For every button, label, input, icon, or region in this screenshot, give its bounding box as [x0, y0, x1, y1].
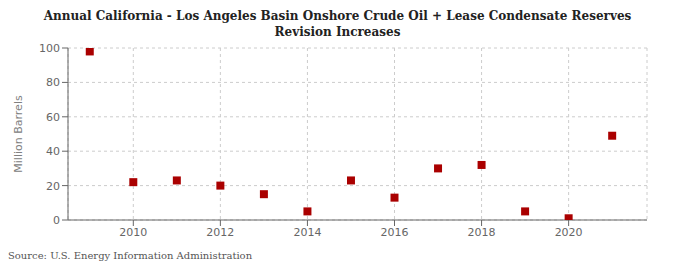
svg-text:2016: 2016	[381, 226, 409, 239]
svg-text:20: 20	[46, 180, 60, 193]
svg-text:2020: 2020	[555, 226, 583, 239]
svg-text:2012: 2012	[206, 226, 234, 239]
svg-text:2010: 2010	[119, 226, 147, 239]
html-text:Source: U.S. Energy Informatio: Source: U.S. Energy Information Administ…	[8, 250, 253, 261]
svg-text:2018: 2018	[468, 226, 496, 239]
svg-text:60: 60	[46, 111, 60, 124]
html-text:Annual California - Los Angele: Annual California - Los Angeles Basin On…	[43, 9, 632, 23]
svg-text:2014: 2014	[293, 226, 321, 239]
svg-text:80: 80	[46, 76, 60, 89]
svg-text:Million Barrels: Million Barrels	[12, 95, 25, 173]
svg-text:40: 40	[46, 145, 60, 158]
svg-text:0: 0	[53, 214, 60, 227]
svg-text:100: 100	[39, 42, 60, 55]
html-text:Revision Increases: Revision Increases	[274, 25, 401, 39]
